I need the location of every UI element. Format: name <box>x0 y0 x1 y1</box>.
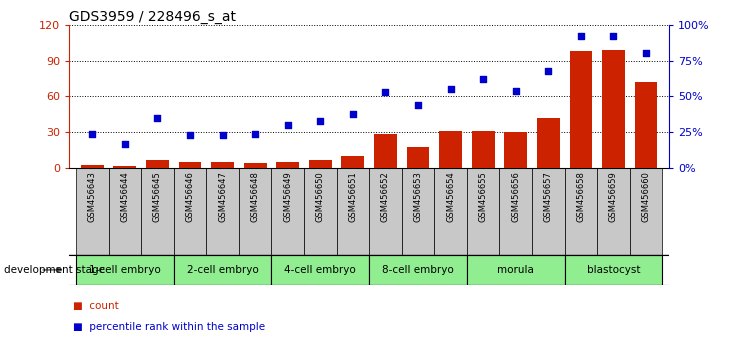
Bar <box>439 131 462 168</box>
Text: GDS3959 / 228496_s_at: GDS3959 / 228496_s_at <box>69 10 236 24</box>
Point <box>86 131 98 137</box>
Bar <box>537 118 560 168</box>
Bar <box>108 168 141 255</box>
Text: GSM456655: GSM456655 <box>479 171 488 222</box>
Bar <box>630 168 662 255</box>
Text: GSM456659: GSM456659 <box>609 171 618 222</box>
Point <box>477 76 489 82</box>
Text: GSM456643: GSM456643 <box>88 171 96 222</box>
Bar <box>434 168 467 255</box>
Text: GSM456652: GSM456652 <box>381 171 390 222</box>
Point <box>314 118 326 124</box>
Bar <box>206 168 239 255</box>
Text: 1-cell embryo: 1-cell embryo <box>89 265 161 275</box>
Point <box>216 132 228 138</box>
Bar <box>141 168 174 255</box>
Point <box>151 115 163 121</box>
Point <box>510 88 522 93</box>
Text: GSM456648: GSM456648 <box>251 171 260 222</box>
Text: GSM456653: GSM456653 <box>414 171 423 222</box>
Point <box>575 33 587 39</box>
Bar <box>499 168 532 255</box>
Bar <box>271 255 369 285</box>
Text: GSM456650: GSM456650 <box>316 171 325 222</box>
Bar <box>271 168 304 255</box>
Point <box>412 102 424 108</box>
Bar <box>174 255 271 285</box>
Bar <box>76 168 108 255</box>
Point <box>119 141 131 147</box>
Text: development stage: development stage <box>4 265 105 275</box>
Bar <box>369 255 467 285</box>
Text: GSM456646: GSM456646 <box>186 171 194 222</box>
Point <box>379 89 391 95</box>
Bar <box>341 156 364 168</box>
Bar <box>146 160 169 168</box>
Text: GSM456645: GSM456645 <box>153 171 162 222</box>
Text: 8-cell embryo: 8-cell embryo <box>382 265 454 275</box>
Point <box>640 51 652 56</box>
Bar <box>406 147 429 168</box>
Bar <box>211 162 234 168</box>
Text: GSM456644: GSM456644 <box>121 171 129 222</box>
Text: GSM456649: GSM456649 <box>283 171 292 222</box>
Bar <box>471 131 495 168</box>
Text: GSM456651: GSM456651 <box>349 171 357 222</box>
Bar <box>81 165 104 168</box>
Bar <box>635 82 657 168</box>
Bar <box>304 168 336 255</box>
Bar <box>467 168 499 255</box>
Bar <box>504 132 527 168</box>
Point <box>542 68 554 74</box>
Bar <box>564 255 662 285</box>
Bar <box>569 51 592 168</box>
Bar <box>309 160 332 168</box>
Text: morula: morula <box>497 265 534 275</box>
Text: ■  percentile rank within the sample: ■ percentile rank within the sample <box>73 322 265 332</box>
Point <box>607 33 619 39</box>
Text: ■  count: ■ count <box>73 301 119 311</box>
Bar <box>174 168 206 255</box>
Text: GSM456658: GSM456658 <box>577 171 586 222</box>
Bar <box>239 168 271 255</box>
Bar <box>597 168 630 255</box>
Bar <box>336 168 369 255</box>
Text: GSM456657: GSM456657 <box>544 171 553 222</box>
Text: GSM456654: GSM456654 <box>446 171 455 222</box>
Bar <box>402 168 434 255</box>
Bar <box>602 50 625 168</box>
Text: 2-cell embryo: 2-cell embryo <box>186 265 259 275</box>
Text: blastocyst: blastocyst <box>587 265 640 275</box>
Point <box>444 86 456 92</box>
Bar <box>564 168 597 255</box>
Bar <box>113 166 136 168</box>
Bar <box>178 162 201 168</box>
Bar <box>467 255 564 285</box>
Bar <box>243 164 267 168</box>
Bar <box>276 162 299 168</box>
Bar <box>76 255 174 285</box>
Point <box>347 111 359 116</box>
Text: GSM456656: GSM456656 <box>511 171 520 222</box>
Text: 4-cell embryo: 4-cell embryo <box>284 265 356 275</box>
Bar <box>532 168 564 255</box>
Point <box>249 131 261 137</box>
Point <box>184 132 196 138</box>
Text: GSM456647: GSM456647 <box>218 171 227 222</box>
Bar <box>374 133 397 168</box>
Text: GSM456660: GSM456660 <box>642 171 651 222</box>
Bar <box>369 168 402 255</box>
Point <box>282 122 294 128</box>
